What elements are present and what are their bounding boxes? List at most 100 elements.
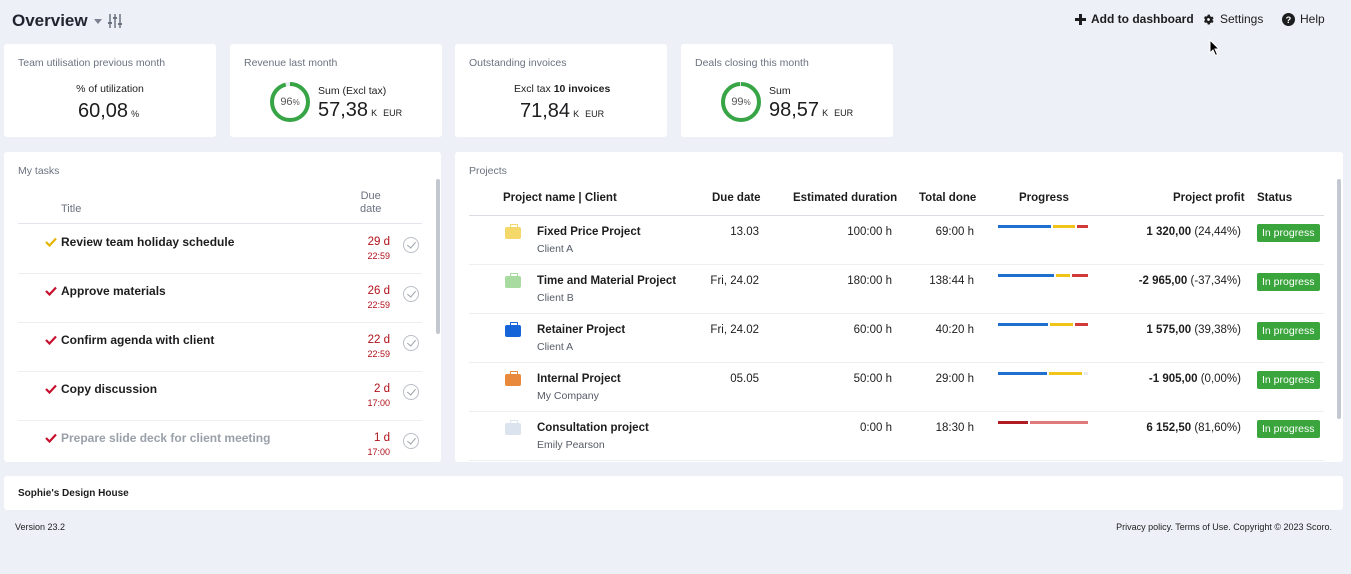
task-row[interactable]: Review team holiday schedule 29 d 22:59 bbox=[18, 225, 422, 274]
divider bbox=[469, 215, 1324, 216]
project-total-done: 29:00 h bbox=[935, 373, 974, 385]
progress-segment bbox=[1055, 274, 1070, 277]
project-due-date: Fri, 24.02 bbox=[710, 324, 759, 336]
kpi-currency: EUR bbox=[585, 109, 605, 119]
sliders-icon[interactable] bbox=[107, 13, 123, 29]
due-time: 22:59 bbox=[367, 300, 390, 310]
legal-links[interactable]: Privacy policy. Terms of Use. Copyright … bbox=[1116, 522, 1332, 532]
project-total-done: 69:00 h bbox=[935, 226, 974, 238]
status-badge[interactable]: In progress bbox=[1257, 420, 1320, 438]
kpi-card-deals[interactable]: Deals closing this month 99% Sum 98,57 K… bbox=[681, 44, 893, 137]
help-button[interactable]: ? Help bbox=[1282, 12, 1325, 26]
kpi-card-invoices[interactable]: Outstanding invoices Excl tax 10 invoice… bbox=[455, 44, 667, 137]
task-row[interactable]: Confirm agenda with client 22 d 22:59 bbox=[18, 323, 422, 372]
project-row[interactable]: Fixed Price Project Client A 13.03 100:00 h… bbox=[469, 216, 1324, 265]
column-header-estimated[interactable]: Estimated duration bbox=[793, 192, 898, 204]
complete-task-icon[interactable] bbox=[403, 335, 419, 351]
kpi-value: 98,57 bbox=[769, 99, 820, 121]
project-name[interactable]: Internal Project bbox=[537, 373, 621, 385]
project-due-date: Fri, 24.02 bbox=[710, 275, 759, 287]
task-row[interactable]: Copy discussion 2 d 17:00 bbox=[18, 372, 422, 421]
column-header-due-date[interactable]: Due date bbox=[712, 192, 761, 204]
settings-button[interactable]: Settings bbox=[1202, 12, 1263, 26]
profit-percent: (81,60%) bbox=[1194, 422, 1241, 434]
kpi-currency: EUR bbox=[834, 108, 854, 118]
column-header-title[interactable]: Title bbox=[61, 203, 82, 215]
project-row[interactable]: Retainer Project Client A Fri, 24.02 60:00 … bbox=[469, 314, 1324, 363]
kpi-unit: K bbox=[822, 108, 829, 118]
progress-bar bbox=[998, 274, 1088, 277]
task-row[interactable]: Prepare slide deck for client meeting 1 d… bbox=[18, 421, 422, 462]
project-row[interactable]: Time and Material Project Client B Fri, 24… bbox=[469, 265, 1324, 314]
project-total-done: 40:20 h bbox=[935, 324, 974, 336]
project-client[interactable]: Client A bbox=[537, 243, 574, 255]
status-badge[interactable]: In progress bbox=[1257, 273, 1320, 291]
project-client[interactable]: My Company bbox=[537, 390, 599, 402]
complete-task-icon[interactable] bbox=[403, 384, 419, 400]
plus-icon bbox=[1075, 13, 1086, 25]
panel-title: My tasks bbox=[18, 165, 60, 177]
dashboard-switcher[interactable]: Overview bbox=[12, 11, 102, 31]
due-days: 26 d bbox=[367, 285, 390, 297]
project-row[interactable]: Consultation project Emily Pearson 0:00 h 1… bbox=[469, 412, 1324, 461]
status-badge[interactable]: In progress bbox=[1257, 371, 1320, 389]
briefcase-icon bbox=[505, 322, 521, 337]
kpi-unit: % bbox=[131, 109, 140, 119]
project-client[interactable]: Client A bbox=[537, 341, 574, 353]
project-name[interactable]: Consultation project bbox=[537, 422, 649, 434]
status-badge[interactable]: In progress bbox=[1257, 322, 1320, 340]
project-due-date: 13.03 bbox=[730, 226, 759, 238]
column-header-name[interactable]: Project name | Client bbox=[503, 192, 617, 204]
complete-task-icon[interactable] bbox=[403, 237, 419, 253]
kpi-card-utilisation[interactable]: Team utilisation previous month % of uti… bbox=[4, 44, 216, 137]
project-name[interactable]: Retainer Project bbox=[537, 324, 626, 336]
due-time: 22:59 bbox=[367, 251, 390, 261]
kpi-value: 60,08 bbox=[78, 100, 129, 122]
complete-task-icon[interactable] bbox=[403, 433, 419, 449]
checkmark-icon bbox=[45, 286, 57, 296]
task-title[interactable]: Confirm agenda with client bbox=[61, 333, 215, 347]
task-row[interactable]: Approve materials 26 d 22:59 bbox=[18, 274, 422, 323]
task-title[interactable]: Prepare slide deck for client meeting bbox=[61, 431, 271, 445]
column-header-due-date[interactable]: Due date bbox=[360, 190, 381, 216]
column-header-profit[interactable]: Project profit bbox=[1173, 192, 1245, 204]
project-due-date: 05.05 bbox=[730, 373, 759, 385]
kpi-sub-count: 10 invoices bbox=[553, 83, 611, 95]
caret-down-icon bbox=[93, 18, 102, 24]
version-text: Version 23.2 bbox=[15, 522, 66, 532]
task-title[interactable]: Approve materials bbox=[61, 284, 166, 298]
kpi-currency: EUR bbox=[383, 108, 403, 118]
company-bar: Sophie's Design House bbox=[4, 476, 1343, 510]
project-client[interactable]: Emily Pearson bbox=[537, 439, 605, 451]
progress-segment bbox=[1071, 274, 1088, 277]
progress-ring: 96% bbox=[269, 81, 311, 123]
column-header-status[interactable]: Status bbox=[1257, 192, 1293, 204]
add-to-dashboard-button[interactable]: Add to dashboard bbox=[1075, 12, 1194, 26]
task-due: 2 d 17:00 bbox=[367, 383, 390, 408]
project-profit: -1 905,00 (0,00%) bbox=[1149, 373, 1241, 385]
column-header-progress[interactable]: Progress bbox=[1019, 192, 1069, 204]
due-days: 2 d bbox=[374, 383, 390, 395]
company-name: Sophie's Design House bbox=[18, 488, 129, 499]
project-row[interactable]: Internal Project My Company 05.05 50:00 h 29… bbox=[469, 363, 1324, 412]
column-header-total-done[interactable]: Total done bbox=[919, 192, 977, 204]
project-estimated-duration: 180:00 h bbox=[847, 275, 892, 287]
checkmark-icon bbox=[45, 237, 57, 247]
progress-bar bbox=[998, 372, 1089, 375]
project-name[interactable]: Fixed Price Project bbox=[537, 226, 641, 238]
task-title[interactable]: Review team holiday schedule bbox=[61, 235, 235, 249]
scrollbar[interactable] bbox=[1337, 179, 1341, 419]
scrollbar[interactable] bbox=[436, 179, 440, 334]
divider bbox=[18, 223, 422, 224]
project-client[interactable]: Client B bbox=[537, 292, 574, 304]
project-name[interactable]: Time and Material Project bbox=[537, 275, 677, 287]
project-estimated-duration: 50:00 h bbox=[853, 373, 892, 385]
kpi-sub: % of utilization bbox=[76, 83, 144, 95]
task-title[interactable]: Copy discussion bbox=[61, 382, 158, 396]
status-badge[interactable]: In progress bbox=[1257, 224, 1320, 242]
kpi-card-revenue[interactable]: Revenue last month 96% Sum (Excl tax) 57… bbox=[230, 44, 442, 137]
profit-amount: 1 575,00 bbox=[1146, 324, 1192, 336]
due-days: 1 d bbox=[374, 432, 390, 444]
complete-task-icon[interactable] bbox=[403, 286, 419, 302]
progress-segment bbox=[998, 225, 1051, 228]
